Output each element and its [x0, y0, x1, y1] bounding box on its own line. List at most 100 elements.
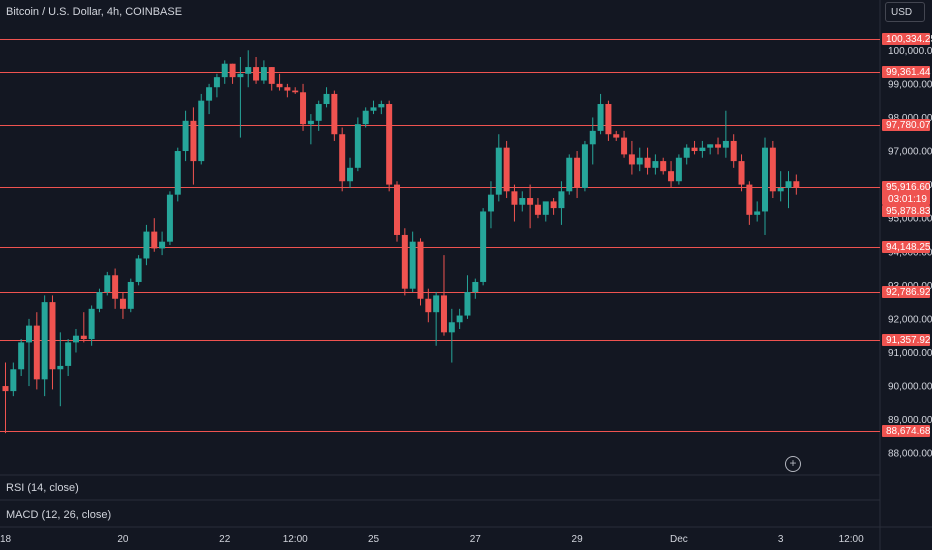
level-price-label: 97,780.07 — [886, 120, 931, 131]
level-price-label: 99,361.44 — [886, 67, 931, 78]
secondary-price-label-bg — [882, 205, 930, 217]
candle-body — [253, 67, 260, 81]
price-labels: 100,334.25 99,361.44 97,780.07 94,148.25 92,… — [882, 33, 932, 437]
time-axis[interactable]: 18 20 22 12:00 25 27 29 Dec 3 12:00 — [0, 534, 864, 545]
candle-body — [621, 137, 628, 155]
level-price-label-bg — [882, 66, 930, 78]
symbol-title[interactable]: Bitcoin / U.S. Dollar, 4h, COINBASE — [6, 6, 183, 18]
candle-body — [190, 120, 197, 162]
candle-body — [378, 104, 385, 108]
current-price-bg — [882, 181, 930, 205]
candle-body — [777, 187, 784, 192]
candle-body — [660, 161, 667, 172]
candle-body — [80, 335, 87, 340]
horizontal-levels — [0, 39, 880, 432]
x-tick-label: 12:00 — [283, 534, 308, 545]
candle-body — [550, 201, 557, 209]
y-tick-label: 88,000.00 — [888, 449, 932, 460]
candle-body — [691, 147, 698, 152]
level-price-label: 88,674.68 — [886, 426, 931, 437]
candle-body — [300, 92, 307, 125]
level-price-label: 100,334.25 — [886, 34, 932, 45]
level-price-label: 91,357.92 — [886, 335, 931, 346]
candle-body — [151, 231, 158, 249]
candle-body — [292, 90, 299, 93]
candle-body — [652, 161, 659, 168]
candle-body — [119, 298, 126, 309]
candle-body — [785, 181, 792, 188]
macd-indicator-label[interactable]: MACD (12, 26, close) — [6, 509, 112, 521]
candle-body — [206, 87, 213, 101]
candle-body — [88, 308, 95, 340]
candle-body — [409, 241, 416, 289]
x-tick-label: 3 — [778, 534, 784, 545]
candle-body — [581, 144, 588, 188]
candle-body — [2, 386, 9, 392]
candle-body — [268, 67, 275, 84]
candle-body — [260, 67, 267, 81]
candle-body — [574, 157, 581, 188]
candle-body — [213, 77, 220, 88]
candle-body — [198, 100, 205, 162]
candle-body — [527, 198, 534, 205]
candle-body — [605, 104, 612, 135]
candle-body — [628, 154, 635, 165]
candle-body — [174, 151, 181, 195]
x-tick-label: 20 — [117, 534, 129, 545]
y-tick-label: 91,000.00 — [888, 348, 932, 359]
x-tick-label: 29 — [572, 534, 584, 545]
candle-body — [425, 298, 432, 313]
x-tick-label: 25 — [368, 534, 380, 545]
candle-body — [668, 171, 675, 182]
candle-body — [644, 157, 651, 168]
candle-body — [362, 110, 369, 125]
candle-body — [448, 322, 455, 333]
candle-body — [33, 325, 40, 380]
candle-body — [370, 107, 377, 111]
candle-body — [440, 295, 447, 333]
level-price-label-bg — [882, 33, 930, 45]
candle-body — [699, 147, 706, 152]
candle-body — [237, 73, 244, 78]
candle-body — [464, 292, 471, 316]
y-tick-label: 100,000.00 — [888, 46, 932, 57]
candle-body — [18, 342, 25, 370]
x-tick-label: 12:00 — [839, 534, 864, 545]
y-tick-label: 92,000.00 — [888, 314, 932, 325]
candle-body — [229, 63, 236, 78]
candle-body — [495, 147, 502, 195]
candle-body — [143, 231, 150, 259]
candle-body — [519, 198, 526, 205]
candle-body — [331, 93, 338, 135]
y-tick-label: 89,000.00 — [888, 415, 932, 426]
candle-body — [10, 369, 17, 392]
x-tick-label: Dec — [670, 534, 688, 545]
add-plus-icon[interactable]: + — [785, 456, 801, 472]
candle-body — [675, 157, 682, 182]
candles — [2, 50, 800, 434]
x-tick-label: 22 — [219, 534, 231, 545]
candle-body — [472, 281, 479, 293]
candle-body — [762, 147, 769, 212]
candle-body — [566, 157, 573, 192]
candle-body — [636, 157, 643, 165]
candle-body — [487, 194, 494, 212]
candle-body — [354, 124, 361, 168]
candle-body — [347, 167, 354, 182]
x-tick-label: 18 — [0, 534, 11, 545]
candle-body — [159, 241, 166, 249]
candle-body — [558, 191, 565, 209]
rsi-indicator-label[interactable]: RSI (14, close) — [6, 482, 79, 494]
y-tick-label: 95,000.00 — [888, 214, 932, 225]
candle-body — [534, 204, 541, 215]
candle-body — [707, 144, 714, 148]
candle-body — [746, 184, 753, 215]
candle-body — [597, 104, 604, 131]
candle-body — [104, 275, 111, 293]
candle-body — [394, 184, 400, 235]
candle-body — [72, 335, 79, 343]
candle-body — [401, 234, 408, 289]
candle-body — [683, 147, 690, 158]
currency-button[interactable]: USD — [885, 2, 925, 22]
